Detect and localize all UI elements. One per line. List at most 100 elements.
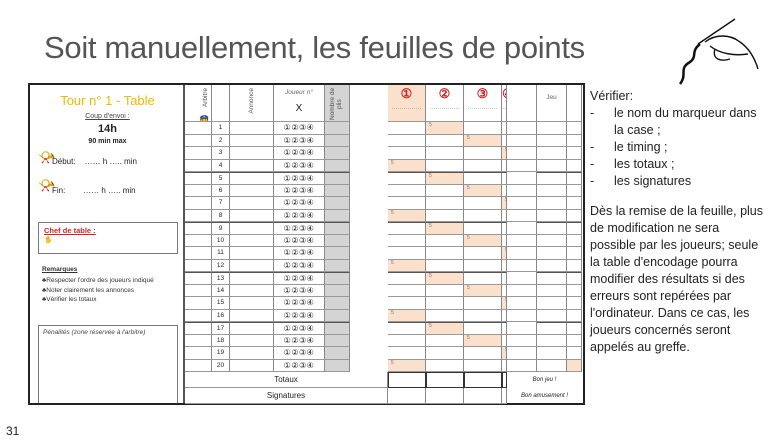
joueur-choice[interactable]: ①②③④ <box>274 134 325 147</box>
score-cell[interactable] <box>426 284 464 297</box>
plis-cell[interactable] <box>325 222 350 235</box>
score-cell[interactable] <box>388 122 426 135</box>
total-cell[interactable] <box>567 334 582 347</box>
total-score-cell[interactable] <box>464 372 502 388</box>
joueur-choice[interactable]: ①②③④ <box>274 209 325 222</box>
plis-cell[interactable] <box>325 172 350 185</box>
annonce-cell[interactable] <box>230 234 274 247</box>
joueur-choice[interactable]: ①②③④ <box>274 272 325 285</box>
jeu-cell[interactable] <box>537 334 567 347</box>
score-cell[interactable]: 5 <box>426 172 464 185</box>
arbitre-cell[interactable] <box>185 284 212 297</box>
jeu-cell[interactable] <box>537 309 567 322</box>
jeu-cell[interactable] <box>537 197 567 210</box>
score-cell[interactable] <box>464 247 502 260</box>
score-cell[interactable]: 5 <box>502 147 507 160</box>
score-cell[interactable] <box>502 334 507 347</box>
score-cell[interactable] <box>502 309 507 322</box>
jeu-cell[interactable] <box>537 284 567 297</box>
joueur-choice[interactable]: ①②③④ <box>274 184 325 197</box>
total-cell[interactable] <box>567 322 582 335</box>
jeu-cell[interactable] <box>537 272 567 285</box>
arbitre-cell[interactable] <box>185 197 212 210</box>
arbitre-cell[interactable] <box>185 122 212 135</box>
joueur-choice[interactable]: ①②③④ <box>274 284 325 297</box>
jeu-cell[interactable] <box>537 147 567 160</box>
arbitre-cell[interactable] <box>185 272 212 285</box>
total-cell[interactable] <box>567 297 582 310</box>
score-cell[interactable] <box>426 347 464 360</box>
total-cell[interactable] <box>567 122 582 135</box>
jeu-cell[interactable] <box>537 184 567 197</box>
score-cell[interactable] <box>464 272 502 285</box>
joueur-choice[interactable]: ①②③④ <box>274 347 325 360</box>
jeu-cell[interactable] <box>537 259 567 272</box>
plis-cell[interactable] <box>325 184 350 197</box>
score-cell[interactable] <box>426 334 464 347</box>
total-score-cell[interactable] <box>388 372 426 388</box>
jeu-cell[interactable] <box>537 222 567 235</box>
score-cell[interactable] <box>426 259 464 272</box>
score-cell[interactable]: 5 <box>388 359 426 372</box>
plis-cell[interactable] <box>325 209 350 222</box>
joueur-choice[interactable]: ①②③④ <box>274 159 325 172</box>
annonce-cell[interactable] <box>230 209 274 222</box>
score-cell[interactable] <box>464 172 502 185</box>
score-cell[interactable] <box>464 222 502 235</box>
score-cell[interactable] <box>502 184 507 197</box>
score-cell[interactable]: 5 <box>464 334 502 347</box>
total-cell[interactable] <box>567 172 582 185</box>
score-cell[interactable] <box>388 172 426 185</box>
arbitre-cell[interactable] <box>185 359 212 372</box>
jeu-cell[interactable] <box>537 209 567 222</box>
score-cell[interactable]: 5 <box>502 347 507 360</box>
plis-cell[interactable] <box>325 347 350 360</box>
score-cell[interactable] <box>426 247 464 260</box>
plis-cell[interactable] <box>325 247 350 260</box>
score-cell[interactable] <box>426 147 464 160</box>
total-cell[interactable] <box>567 359 582 372</box>
score-cell[interactable] <box>502 259 507 272</box>
joueur-choice[interactable]: ①②③④ <box>274 309 325 322</box>
annonce-cell[interactable] <box>230 247 274 260</box>
total-cell[interactable] <box>567 222 582 235</box>
plis-cell[interactable] <box>325 334 350 347</box>
plis-cell[interactable] <box>325 197 350 210</box>
arbitre-cell[interactable] <box>185 147 212 160</box>
plis-cell[interactable] <box>325 359 350 372</box>
score-cell[interactable] <box>388 134 426 147</box>
total-cell[interactable] <box>567 159 582 172</box>
score-cell[interactable] <box>388 347 426 360</box>
score-cell[interactable] <box>464 347 502 360</box>
arbitre-cell[interactable] <box>185 334 212 347</box>
arbitre-cell[interactable] <box>185 159 212 172</box>
total-cell[interactable] <box>567 284 582 297</box>
score-cell[interactable]: 5 <box>388 309 426 322</box>
arbitre-cell[interactable] <box>185 184 212 197</box>
plis-cell[interactable] <box>325 309 350 322</box>
jeu-cell[interactable] <box>537 234 567 247</box>
score-cell[interactable] <box>502 322 507 335</box>
joueur-choice[interactable]: ①②③④ <box>274 247 325 260</box>
score-cell[interactable] <box>426 197 464 210</box>
joueur-choice[interactable]: ①②③④ <box>274 322 325 335</box>
score-cell[interactable] <box>388 272 426 285</box>
plis-cell[interactable] <box>325 322 350 335</box>
score-cell[interactable] <box>426 209 464 222</box>
total-cell[interactable] <box>567 309 582 322</box>
score-cell[interactable]: 5 <box>464 234 502 247</box>
total-cell[interactable] <box>567 347 582 360</box>
plis-cell[interactable] <box>325 159 350 172</box>
jeu-cell[interactable] <box>537 172 567 185</box>
player-name-field[interactable]: …………… <box>429 105 460 111</box>
penalites-box[interactable]: Pénalités (zone réservée à l'arbitre) <box>38 325 178 403</box>
arbitre-cell[interactable] <box>185 322 212 335</box>
total-cell[interactable] <box>567 247 582 260</box>
annonce-cell[interactable] <box>230 347 274 360</box>
annonce-cell[interactable] <box>230 184 274 197</box>
annonce-cell[interactable] <box>230 272 274 285</box>
score-cell[interactable] <box>426 359 464 372</box>
arbitre-cell[interactable] <box>185 209 212 222</box>
score-cell[interactable] <box>464 209 502 222</box>
joueur-choice[interactable]: ①②③④ <box>274 334 325 347</box>
